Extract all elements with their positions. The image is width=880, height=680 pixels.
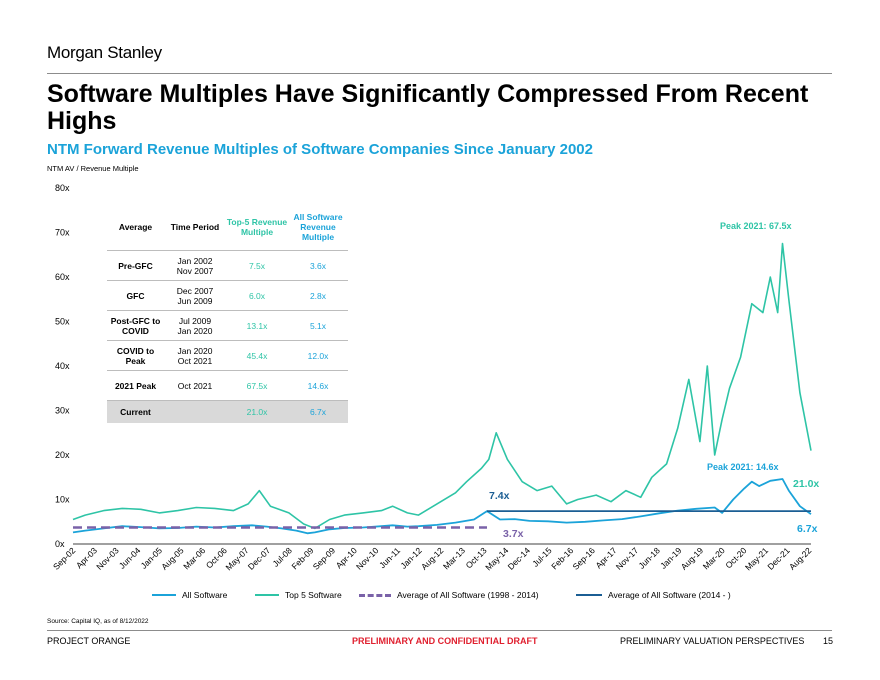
- y-tick-label: 60x: [55, 272, 70, 282]
- chart-subtitle: NTM Forward Revenue Multiples of Softwar…: [47, 141, 593, 158]
- table-row: COVID to Peak Jan 2020 Oct 2021 45.4x 12.…: [107, 340, 348, 371]
- legend-swatch: [255, 594, 279, 596]
- multiples-chart: 0x10x20x30x40x50x60x70x80xSep-02Apr-03No…: [51, 183, 819, 572]
- source-note: Source: Capital IQ, as of 8/12/2022: [47, 618, 149, 625]
- x-tick-label: Jun-18: [636, 545, 662, 571]
- table-row: 2021 Peak Oct 2021 67.5x 14.6x: [107, 370, 348, 401]
- x-tick-label: Sep-02: [51, 545, 78, 572]
- legend-swatch: [359, 593, 391, 597]
- footer-section: PRELIMINARY VALUATION PERSPECTIVES: [620, 636, 805, 646]
- x-tick-label: Aug-19: [679, 545, 706, 572]
- row-label: Current: [107, 400, 164, 423]
- row-label: COVID to Peak: [107, 340, 164, 371]
- series-line-top-5-software: [72, 242, 812, 530]
- row-label: 2021 Peak: [107, 370, 164, 401]
- row-top5: 45.4x: [226, 340, 288, 371]
- y-tick-label: 0x: [55, 539, 65, 549]
- x-tick-label: Jun-04: [117, 545, 143, 571]
- row-label: GFC: [107, 280, 164, 311]
- row-period: Dec 2007 Jun 2009: [164, 280, 226, 311]
- row-top5: 6.0x: [226, 280, 288, 311]
- x-tick-label: Dec-14: [506, 545, 533, 572]
- row-label: Post-GFC to COVID: [107, 310, 164, 341]
- row-period: [164, 400, 226, 423]
- legend-swatch: [152, 594, 176, 596]
- row-top5: 67.5x: [226, 370, 288, 401]
- legend-item-all-software: All Software: [152, 590, 227, 600]
- brand-logo: Morgan Stanley: [47, 43, 162, 62]
- y-axis-caption: NTM AV / Revenue Multiple: [47, 164, 139, 173]
- table-row-current: Current 21.0x 6.7x: [107, 400, 348, 423]
- annotation-label: 3.7x: [503, 528, 524, 540]
- table-row: Post-GFC to COVID Jul 2009 Jan 2020 13.1x…: [107, 310, 348, 341]
- x-tick-label: Nov-03: [94, 545, 121, 572]
- annotation-label: 21.0x: [793, 478, 819, 490]
- row-top5: 7.5x: [226, 250, 288, 281]
- x-tick-label: Aug-22: [787, 545, 814, 572]
- x-tick-label: Jun-11: [377, 545, 402, 570]
- footer-project: PROJECT ORANGE: [47, 636, 131, 646]
- x-tick-label: Feb-09: [289, 545, 315, 571]
- x-tick-label: Mar-13: [441, 545, 467, 571]
- row-period: Jan 2002 Nov 2007: [164, 250, 226, 281]
- row-all: 2.8x: [288, 280, 348, 311]
- x-tick-label: Nov-17: [614, 545, 641, 572]
- row-period: Jul 2009 Jan 2020: [164, 310, 226, 341]
- y-tick-label: 40x: [55, 361, 70, 371]
- averages-table: Average Time Period Top-5 Revenue Multip…: [107, 203, 348, 423]
- legend-item-avg-2014: Average of All Software (2014 - ): [576, 590, 731, 600]
- x-tick-label: May-21: [743, 545, 770, 572]
- row-top5: 13.1x: [226, 310, 288, 341]
- legend-swatch: [576, 594, 602, 596]
- legend-item-avg-1998-2014: Average of All Software (1998 - 2014): [359, 590, 539, 600]
- th-time-period: Time Period: [164, 203, 226, 251]
- x-tick-label: May-14: [483, 545, 510, 572]
- y-tick-label: 20x: [55, 450, 70, 460]
- row-all: 5.1x: [288, 310, 348, 341]
- row-label: Pre-GFC: [107, 250, 164, 281]
- row-all: 6.7x: [288, 400, 348, 423]
- th-all: All Software Revenue Multiple: [288, 203, 348, 251]
- th-average: Average: [107, 203, 164, 251]
- page-number: 15: [823, 636, 834, 646]
- page-title: Software Multiples Have Significantly Co…: [47, 80, 809, 135]
- header-rule: [47, 73, 832, 74]
- x-tick-label: Feb-16: [549, 545, 575, 571]
- x-tick-label: Sep-16: [570, 545, 597, 572]
- annotation-label: Peak 2021: 67.5x: [720, 221, 792, 231]
- x-tick-label: Mar-20: [701, 545, 727, 571]
- legend-item-top5-software: Top 5 Software: [255, 590, 342, 600]
- row-all: 3.6x: [288, 250, 348, 281]
- x-tick-label: Mar-06: [181, 545, 207, 571]
- annotation-label: 7.4x: [489, 490, 510, 502]
- annotation-label: Peak 2021: 14.6x: [707, 462, 779, 472]
- row-top5: 21.0x: [226, 400, 288, 423]
- x-tick-label: Aug-12: [419, 545, 446, 572]
- table-row: GFC Dec 2007 Jun 2009 6.0x 2.8x: [107, 280, 348, 311]
- footer-draft-notice: PRELIMINARY AND CONFIDENTIAL DRAFT: [352, 636, 538, 646]
- th-top5: Top-5 Revenue Multiple: [226, 203, 288, 251]
- table-header-row: Average Time Period Top-5 Revenue Multip…: [107, 203, 348, 251]
- y-tick-label: 80x: [55, 183, 70, 193]
- x-tick-label: Nov-10: [354, 545, 381, 572]
- x-tick-label: Aug-05: [159, 545, 186, 572]
- x-tick-label: May-07: [223, 545, 250, 572]
- annotation-label: 6.7x: [797, 523, 818, 535]
- row-period: Oct 2021: [164, 370, 226, 401]
- x-tick-label: Sep-09: [311, 545, 338, 572]
- row-all: 14.6x: [288, 370, 348, 401]
- y-tick-label: 50x: [55, 317, 70, 327]
- x-tick-label: Dec-07: [246, 545, 273, 572]
- y-tick-label: 10x: [55, 495, 70, 505]
- table-row: Pre-GFC Jan 2002 Nov 2007 7.5x 3.6x: [107, 250, 348, 281]
- row-period: Jan 2020 Oct 2021: [164, 340, 226, 371]
- y-tick-label: 30x: [55, 406, 70, 416]
- y-tick-label: 70x: [55, 228, 70, 238]
- footer-rule: [47, 630, 832, 631]
- series-line-all-software: [72, 478, 812, 535]
- row-all: 12.0x: [288, 340, 348, 371]
- x-tick-label: Dec-21: [765, 545, 792, 572]
